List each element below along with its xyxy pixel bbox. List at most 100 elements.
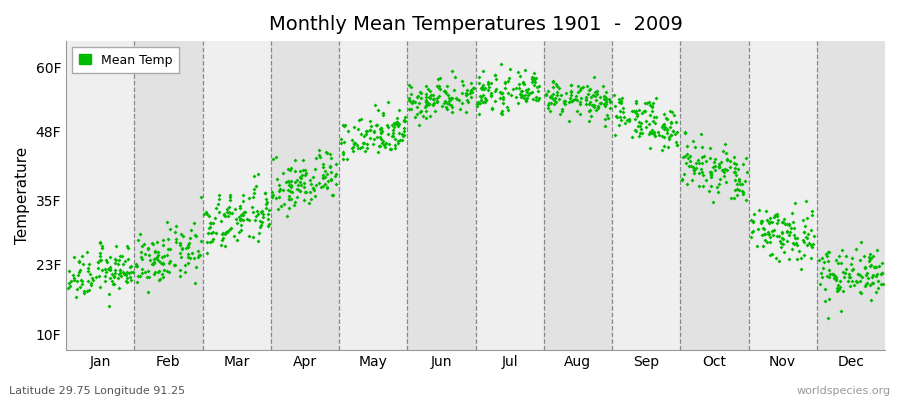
Point bbox=[472, 100, 487, 106]
Point bbox=[760, 217, 774, 224]
Point bbox=[363, 127, 377, 133]
Point bbox=[95, 245, 110, 252]
Point bbox=[765, 250, 779, 257]
Point bbox=[550, 92, 564, 98]
Point bbox=[138, 269, 152, 276]
Point bbox=[703, 145, 717, 151]
Point bbox=[422, 95, 436, 102]
Point bbox=[239, 216, 254, 222]
Point bbox=[351, 145, 365, 151]
Point bbox=[845, 254, 859, 261]
Point bbox=[284, 183, 298, 189]
Point bbox=[562, 118, 576, 124]
Point bbox=[247, 173, 261, 179]
Point bbox=[581, 100, 596, 107]
Point bbox=[599, 95, 614, 102]
Point bbox=[167, 262, 182, 268]
Text: Latitude 29.75 Longitude 91.25: Latitude 29.75 Longitude 91.25 bbox=[9, 386, 185, 396]
Point bbox=[855, 274, 869, 280]
Point bbox=[112, 270, 127, 277]
Point bbox=[324, 176, 338, 182]
Point bbox=[81, 264, 95, 271]
Point bbox=[629, 128, 643, 134]
Point bbox=[691, 160, 706, 166]
Point bbox=[220, 209, 235, 216]
Point bbox=[181, 250, 195, 257]
Point bbox=[494, 90, 508, 96]
Point bbox=[482, 84, 496, 90]
Point bbox=[318, 174, 332, 181]
Point bbox=[581, 87, 596, 94]
Point bbox=[794, 265, 808, 272]
Point bbox=[771, 258, 786, 264]
Point bbox=[145, 240, 159, 247]
Point bbox=[717, 173, 732, 180]
Point bbox=[854, 239, 868, 245]
Point bbox=[694, 131, 708, 137]
Point bbox=[527, 75, 542, 81]
Point bbox=[414, 108, 428, 114]
Point bbox=[385, 130, 400, 137]
Point bbox=[446, 86, 461, 93]
Point bbox=[67, 277, 81, 284]
Point bbox=[627, 108, 642, 114]
Point bbox=[815, 254, 830, 261]
Point bbox=[804, 255, 818, 262]
Point bbox=[850, 278, 864, 285]
Point bbox=[192, 252, 206, 258]
Point bbox=[516, 78, 530, 85]
Point bbox=[460, 87, 474, 94]
Point bbox=[386, 127, 400, 134]
Point bbox=[664, 131, 679, 138]
Point bbox=[871, 278, 886, 284]
Point bbox=[521, 86, 535, 92]
Point bbox=[81, 278, 95, 284]
Legend: Mean Temp: Mean Temp bbox=[72, 47, 179, 73]
Point bbox=[75, 252, 89, 259]
Point bbox=[259, 204, 274, 211]
Point bbox=[590, 103, 605, 110]
Point bbox=[798, 198, 813, 204]
Point bbox=[706, 164, 720, 170]
Point bbox=[133, 249, 148, 255]
Point bbox=[262, 221, 276, 227]
Point bbox=[373, 134, 387, 140]
Point bbox=[688, 160, 703, 166]
Point bbox=[727, 169, 742, 176]
Point bbox=[829, 257, 843, 263]
Point bbox=[493, 95, 508, 102]
Point bbox=[645, 100, 660, 106]
Point bbox=[83, 271, 97, 277]
Point bbox=[234, 212, 248, 218]
Point bbox=[426, 96, 440, 102]
Point bbox=[299, 189, 313, 195]
Point bbox=[786, 218, 800, 225]
Point bbox=[822, 274, 836, 281]
Point bbox=[223, 226, 238, 232]
Point bbox=[297, 180, 311, 186]
Point bbox=[554, 91, 569, 98]
Point bbox=[657, 111, 671, 117]
Point bbox=[113, 266, 128, 273]
Point bbox=[587, 102, 601, 109]
Point bbox=[683, 158, 698, 164]
Point bbox=[103, 264, 117, 270]
Point bbox=[221, 209, 236, 215]
Point bbox=[103, 267, 117, 273]
Point bbox=[119, 272, 133, 278]
Point bbox=[544, 100, 559, 106]
Point bbox=[554, 108, 569, 114]
Point bbox=[130, 278, 145, 285]
Point bbox=[237, 209, 251, 216]
Point bbox=[444, 96, 458, 102]
Point bbox=[495, 90, 509, 96]
Point bbox=[349, 142, 364, 148]
Point bbox=[237, 192, 251, 198]
Point bbox=[450, 95, 464, 102]
Point bbox=[381, 123, 395, 130]
Point bbox=[408, 113, 422, 120]
Point bbox=[284, 165, 298, 171]
Point bbox=[813, 281, 827, 288]
Point bbox=[173, 250, 187, 256]
Point bbox=[142, 257, 157, 263]
